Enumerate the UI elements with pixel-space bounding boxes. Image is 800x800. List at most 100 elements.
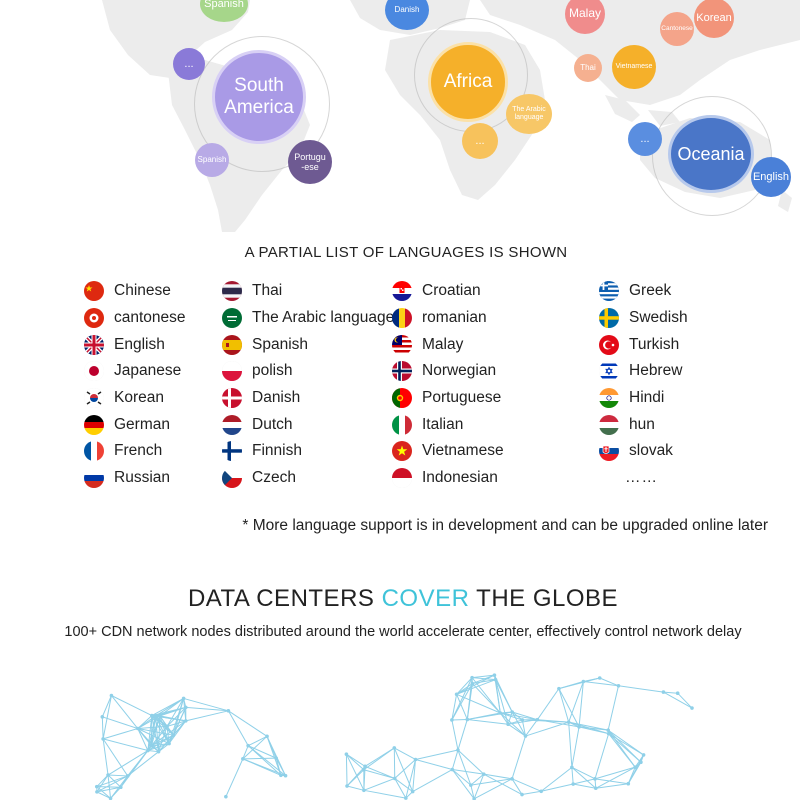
network-node (606, 728, 610, 732)
network-link (467, 712, 501, 720)
network-link (500, 712, 538, 721)
hungary-flag-icon (599, 415, 619, 435)
network-link (573, 783, 596, 789)
network-link (594, 778, 629, 785)
network-link (225, 758, 244, 797)
network-link (151, 720, 187, 747)
network-link (511, 711, 523, 721)
network-link (571, 767, 574, 785)
network-link (511, 778, 523, 795)
region-bubble-south-america: South America (212, 50, 306, 144)
network-node (472, 797, 476, 800)
language-item: Swedish (599, 308, 688, 328)
network-link (151, 743, 170, 747)
network-node (345, 784, 349, 788)
language-item: Thai (222, 281, 282, 301)
network-link (166, 707, 187, 727)
language-item: Korean (84, 388, 164, 408)
language-bubble-south-america-more: ... (173, 48, 205, 80)
network-node (149, 743, 154, 748)
network-node (520, 792, 524, 797)
network-link (663, 691, 678, 694)
network-link (578, 681, 584, 727)
network-link (102, 716, 138, 729)
network-link (166, 698, 185, 727)
network-link (102, 738, 149, 752)
language-item: The Arabic language (222, 308, 394, 328)
network-link (107, 774, 122, 788)
network-link (185, 710, 229, 722)
network-link (456, 694, 468, 720)
network-node (181, 696, 186, 701)
south-america-ring (194, 36, 330, 172)
network-node (616, 683, 621, 688)
network-link (507, 723, 526, 737)
network-node (183, 705, 188, 710)
language-item: Finnish (222, 441, 302, 461)
network-link (499, 712, 526, 737)
network-link (364, 765, 395, 779)
network-link (102, 695, 112, 739)
network-link (393, 747, 414, 792)
network-link (147, 715, 153, 751)
poland-flag-icon (222, 361, 242, 381)
network-link (466, 683, 473, 720)
network-link (573, 778, 596, 785)
region-label-oceania: Oceania (677, 143, 745, 164)
network-node (570, 765, 574, 770)
network-link (412, 759, 417, 792)
language-item: Danish (222, 388, 300, 408)
region-bubble-africa: Africa (428, 42, 508, 122)
france-flag-icon (84, 441, 104, 461)
croatia-flag-icon (392, 281, 412, 301)
network-node (410, 789, 415, 794)
network-node (523, 734, 528, 738)
network-node (100, 715, 105, 719)
network-node (492, 673, 497, 677)
network-node (183, 719, 188, 723)
network-link (470, 785, 475, 799)
network-node (146, 748, 150, 753)
network-link (511, 778, 542, 792)
israel-flag-icon (599, 361, 619, 381)
network-node (557, 686, 561, 691)
language-item: polish (222, 361, 293, 381)
network-node (470, 681, 475, 686)
network-link (473, 778, 513, 800)
network-node (274, 756, 278, 760)
russia-flag-icon (84, 468, 104, 488)
network-link (168, 698, 185, 744)
network-link (521, 790, 542, 796)
network-node (125, 774, 130, 778)
network-link (363, 789, 406, 799)
network-node (106, 773, 110, 777)
network-node (581, 679, 586, 684)
network-link (101, 695, 112, 718)
network-node (450, 767, 455, 772)
network-link (346, 753, 366, 767)
network-node-map (0, 660, 800, 800)
network-link (137, 715, 156, 729)
network-node (641, 753, 646, 757)
network-link (166, 720, 186, 727)
network-node (593, 786, 598, 791)
language-item: Russian (84, 468, 170, 488)
language-item: slovak (599, 441, 673, 461)
turkey-flag-icon (599, 335, 619, 355)
language-item: Chinese (84, 281, 171, 301)
language-item: Italian (392, 415, 463, 435)
network-link (568, 721, 580, 728)
network-link (525, 721, 569, 737)
network-node (470, 675, 474, 680)
network-link (451, 769, 472, 786)
italy-flag-icon (392, 415, 412, 435)
network-link (511, 735, 526, 779)
uk-flag-icon (84, 335, 104, 355)
network-node (95, 790, 99, 794)
network-link (471, 677, 501, 714)
network-link (470, 773, 485, 786)
japan-flag-icon (84, 361, 104, 381)
network-link (394, 747, 416, 760)
network-link (96, 775, 128, 793)
language-item: Indonesian (392, 468, 498, 488)
